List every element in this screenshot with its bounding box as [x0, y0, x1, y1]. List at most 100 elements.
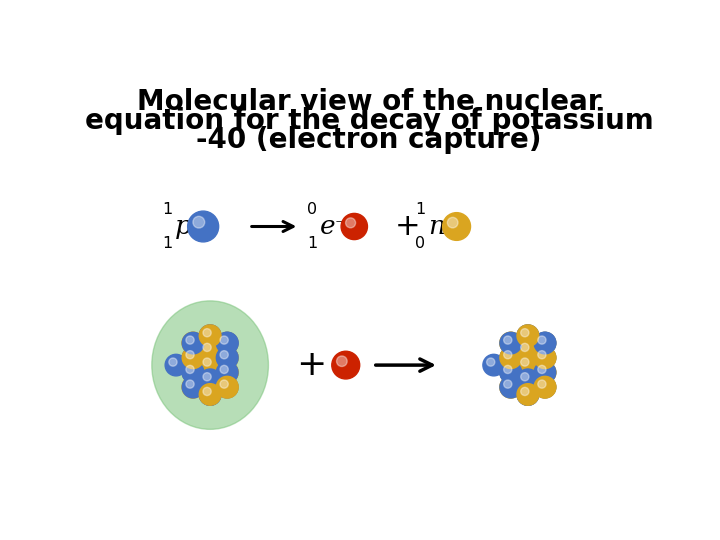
Circle shape — [203, 343, 211, 352]
Circle shape — [500, 347, 522, 368]
Circle shape — [500, 332, 522, 354]
Circle shape — [538, 336, 546, 344]
Circle shape — [186, 350, 194, 359]
Circle shape — [517, 354, 539, 376]
Circle shape — [538, 380, 546, 388]
Circle shape — [538, 350, 546, 359]
Circle shape — [199, 340, 221, 361]
Circle shape — [517, 369, 539, 390]
Circle shape — [199, 325, 221, 347]
Circle shape — [186, 380, 194, 388]
Circle shape — [220, 380, 228, 388]
Circle shape — [188, 211, 219, 242]
Circle shape — [504, 380, 512, 388]
Circle shape — [199, 354, 221, 376]
Circle shape — [199, 369, 221, 390]
Circle shape — [186, 336, 194, 344]
Circle shape — [517, 325, 539, 347]
Circle shape — [534, 376, 556, 398]
Circle shape — [346, 218, 356, 228]
Circle shape — [500, 376, 522, 398]
Circle shape — [517, 340, 539, 361]
Circle shape — [186, 350, 194, 359]
Circle shape — [500, 332, 522, 354]
Text: 1: 1 — [307, 236, 317, 251]
Circle shape — [186, 380, 194, 388]
Circle shape — [504, 380, 512, 388]
Circle shape — [336, 356, 347, 367]
Circle shape — [517, 384, 539, 405]
Circle shape — [517, 384, 539, 405]
Circle shape — [220, 366, 228, 374]
Circle shape — [504, 336, 512, 344]
Circle shape — [534, 362, 556, 383]
Circle shape — [186, 336, 194, 344]
Circle shape — [517, 340, 539, 361]
Circle shape — [220, 336, 228, 344]
Circle shape — [504, 350, 512, 359]
Circle shape — [500, 362, 522, 383]
Circle shape — [517, 369, 539, 390]
Circle shape — [521, 329, 529, 337]
Circle shape — [216, 347, 238, 368]
Circle shape — [216, 347, 238, 368]
Circle shape — [517, 369, 539, 390]
Circle shape — [517, 325, 539, 347]
Circle shape — [534, 376, 556, 398]
Circle shape — [538, 380, 546, 388]
Circle shape — [199, 340, 221, 361]
Circle shape — [534, 332, 556, 354]
Circle shape — [182, 362, 204, 383]
Circle shape — [203, 373, 211, 381]
Text: 1: 1 — [162, 202, 172, 217]
Circle shape — [199, 384, 221, 405]
Circle shape — [220, 350, 228, 359]
Circle shape — [504, 366, 512, 374]
Text: +: + — [395, 212, 420, 241]
Circle shape — [199, 354, 221, 376]
Text: 1: 1 — [415, 202, 426, 217]
Text: Molecular view of the nuclear: Molecular view of the nuclear — [137, 88, 601, 116]
Circle shape — [538, 366, 546, 374]
Circle shape — [203, 329, 211, 337]
Circle shape — [203, 358, 211, 366]
Circle shape — [534, 362, 556, 383]
Circle shape — [487, 358, 495, 366]
Circle shape — [517, 384, 539, 405]
Circle shape — [199, 384, 221, 405]
Circle shape — [538, 366, 546, 374]
Circle shape — [538, 366, 546, 374]
Circle shape — [538, 336, 546, 344]
Circle shape — [216, 362, 238, 383]
Circle shape — [199, 354, 221, 376]
Circle shape — [504, 366, 512, 374]
Circle shape — [538, 350, 546, 359]
Circle shape — [203, 373, 211, 381]
Text: p: p — [174, 214, 192, 239]
Circle shape — [500, 376, 522, 398]
Circle shape — [521, 343, 529, 352]
Circle shape — [193, 217, 204, 228]
Circle shape — [521, 358, 529, 366]
Circle shape — [203, 373, 211, 381]
Text: e⁻: e⁻ — [320, 214, 349, 239]
Circle shape — [169, 358, 177, 366]
Text: -40 (electron capture): -40 (electron capture) — [197, 126, 541, 154]
Circle shape — [500, 332, 522, 354]
Circle shape — [203, 358, 211, 366]
Circle shape — [199, 325, 221, 347]
Circle shape — [220, 336, 228, 344]
Circle shape — [534, 332, 556, 354]
Circle shape — [216, 376, 238, 398]
Circle shape — [203, 358, 211, 366]
Circle shape — [504, 350, 512, 359]
Circle shape — [521, 329, 529, 337]
Circle shape — [203, 329, 211, 337]
Circle shape — [182, 332, 204, 354]
Circle shape — [521, 387, 529, 395]
Circle shape — [534, 362, 556, 383]
Circle shape — [216, 332, 238, 354]
Circle shape — [186, 366, 194, 374]
Circle shape — [203, 387, 211, 395]
Circle shape — [186, 366, 194, 374]
